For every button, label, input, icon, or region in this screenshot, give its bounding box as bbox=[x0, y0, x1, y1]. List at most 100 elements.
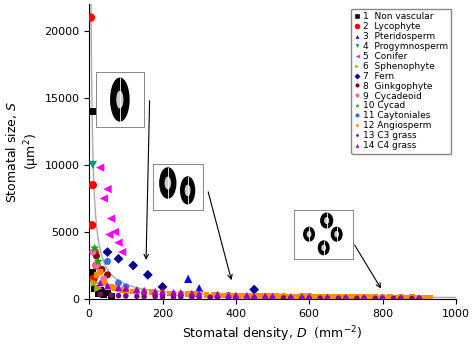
Ellipse shape bbox=[335, 232, 338, 237]
Point bbox=[96, 280, 104, 286]
Point bbox=[305, 293, 313, 299]
Point bbox=[419, 295, 427, 300]
Point bbox=[159, 284, 166, 290]
Point bbox=[401, 295, 408, 300]
Point bbox=[225, 292, 232, 298]
Point bbox=[280, 293, 287, 299]
Point bbox=[423, 295, 430, 300]
Point bbox=[89, 249, 97, 255]
Point bbox=[166, 291, 173, 296]
Point bbox=[96, 292, 104, 297]
Point bbox=[313, 294, 320, 300]
Point bbox=[115, 256, 122, 262]
Point bbox=[273, 293, 280, 299]
Point bbox=[371, 294, 379, 300]
Point bbox=[93, 272, 100, 278]
Point bbox=[108, 292, 115, 298]
Point bbox=[404, 295, 412, 300]
Point bbox=[239, 293, 247, 298]
Point bbox=[91, 245, 99, 251]
Point bbox=[265, 293, 273, 299]
Point bbox=[250, 287, 258, 292]
Point bbox=[349, 294, 357, 300]
Point bbox=[331, 294, 338, 300]
Point bbox=[188, 292, 196, 297]
Point bbox=[94, 291, 102, 296]
Point bbox=[338, 294, 346, 300]
Point bbox=[170, 290, 177, 295]
Point bbox=[195, 285, 203, 291]
Point bbox=[148, 290, 155, 295]
Point bbox=[412, 295, 419, 300]
Point bbox=[100, 276, 108, 282]
Point bbox=[364, 294, 372, 300]
Point bbox=[305, 294, 313, 300]
Point bbox=[261, 293, 269, 299]
Point bbox=[390, 296, 397, 301]
Point bbox=[195, 292, 203, 297]
Point bbox=[214, 295, 221, 300]
Point bbox=[210, 292, 218, 298]
Point bbox=[111, 285, 118, 291]
Point bbox=[298, 294, 306, 300]
Point bbox=[250, 293, 258, 298]
Point bbox=[269, 293, 276, 299]
Point bbox=[280, 295, 287, 301]
Point bbox=[94, 285, 102, 291]
Point bbox=[100, 196, 108, 201]
Point bbox=[122, 288, 129, 294]
Point bbox=[203, 292, 210, 298]
Point bbox=[104, 186, 111, 192]
Ellipse shape bbox=[325, 218, 328, 223]
Point bbox=[218, 293, 225, 298]
Point bbox=[379, 295, 386, 301]
Point bbox=[108, 216, 115, 221]
Point bbox=[342, 294, 350, 300]
Point bbox=[305, 295, 313, 301]
Point bbox=[91, 249, 99, 255]
Point bbox=[159, 294, 166, 300]
Point bbox=[89, 162, 97, 168]
Point bbox=[415, 295, 423, 300]
Point bbox=[177, 294, 185, 300]
Point bbox=[89, 109, 97, 114]
Ellipse shape bbox=[185, 185, 190, 196]
Point bbox=[309, 294, 317, 300]
Point bbox=[250, 293, 258, 299]
Point bbox=[93, 263, 100, 268]
Point bbox=[353, 295, 361, 301]
Point bbox=[408, 296, 416, 301]
Point bbox=[111, 229, 118, 235]
Point bbox=[393, 294, 401, 300]
Point bbox=[151, 288, 159, 294]
Point bbox=[408, 294, 416, 300]
Point bbox=[96, 165, 104, 171]
Point bbox=[375, 294, 383, 300]
Ellipse shape bbox=[307, 232, 311, 237]
Point bbox=[324, 294, 331, 300]
Point bbox=[94, 259, 102, 264]
Point bbox=[170, 294, 177, 300]
Point bbox=[298, 295, 306, 301]
Point bbox=[170, 291, 177, 296]
Point bbox=[87, 15, 95, 20]
Point bbox=[269, 295, 276, 301]
Point bbox=[415, 296, 423, 301]
Point bbox=[353, 294, 361, 300]
Point bbox=[357, 294, 365, 300]
Point bbox=[88, 269, 96, 275]
Point bbox=[118, 249, 126, 255]
Point bbox=[91, 285, 99, 291]
Point bbox=[151, 290, 159, 296]
Point bbox=[108, 284, 115, 290]
Point bbox=[104, 283, 111, 288]
X-axis label: Stomatal density, $D$  (mm$^{-2}$): Stomatal density, $D$ (mm$^{-2}$) bbox=[182, 324, 363, 344]
Point bbox=[91, 280, 99, 286]
Point bbox=[243, 293, 251, 299]
Point bbox=[225, 292, 232, 298]
Point bbox=[335, 295, 342, 301]
Ellipse shape bbox=[117, 92, 123, 108]
Ellipse shape bbox=[165, 177, 170, 189]
Point bbox=[383, 294, 390, 300]
Point bbox=[106, 232, 113, 237]
